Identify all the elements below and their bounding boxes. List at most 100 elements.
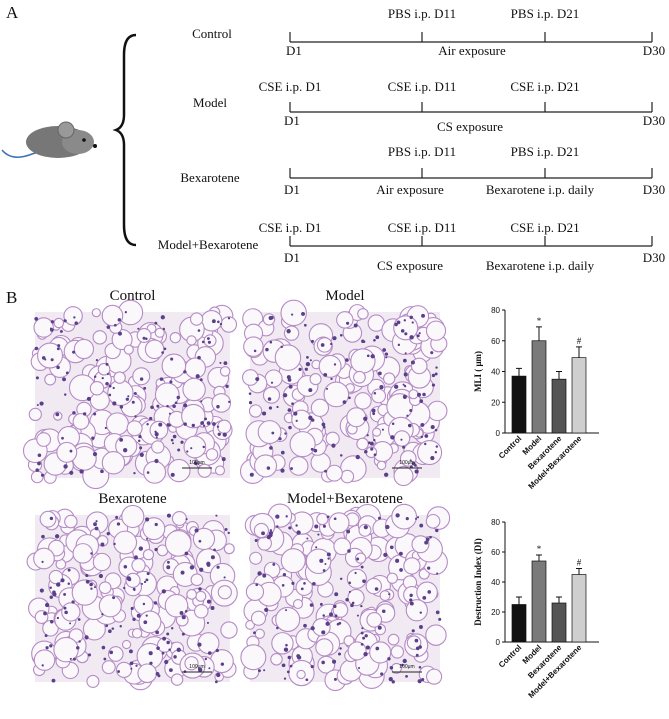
nucleus — [289, 664, 293, 668]
bar — [571, 357, 587, 434]
alveolus — [240, 644, 267, 671]
nucleus — [217, 432, 221, 436]
nucleus — [422, 392, 426, 397]
nucleus — [311, 418, 315, 422]
nucleus — [207, 651, 212, 655]
nucleus — [339, 577, 343, 581]
nucleus — [133, 391, 137, 395]
y-tick-label: 40 — [491, 578, 500, 587]
nucleus — [145, 614, 148, 617]
nucleus — [306, 537, 309, 540]
alveolus — [161, 353, 187, 379]
nucleus — [172, 434, 177, 439]
y-tick-label: 0 — [496, 429, 501, 438]
alveolus — [89, 380, 105, 396]
alveolus — [253, 522, 269, 539]
nucleus — [227, 317, 231, 320]
scale-bar-label: 100μm — [399, 664, 414, 670]
nucleus — [434, 428, 438, 432]
nucleus — [264, 607, 269, 612]
alveolus — [410, 357, 428, 375]
nucleus — [291, 402, 294, 406]
nucleus — [34, 317, 39, 321]
alveolus — [325, 431, 340, 446]
alveolus — [53, 636, 79, 663]
nucleus — [130, 667, 133, 670]
nucleus — [159, 377, 164, 381]
alveolus — [30, 470, 44, 484]
nucleus — [119, 625, 122, 628]
nucleus — [223, 576, 226, 579]
alveolus — [358, 523, 372, 537]
nucleus — [173, 655, 177, 659]
alveolus — [105, 412, 129, 436]
nucleus — [216, 672, 221, 678]
nucleus — [276, 405, 279, 409]
nucleus — [216, 425, 220, 428]
nucleus — [113, 542, 116, 546]
nucleus — [44, 634, 48, 638]
nucleus — [377, 516, 381, 520]
image-title: Model — [325, 288, 364, 304]
nucleus — [370, 354, 375, 359]
alveolus — [249, 551, 263, 565]
nucleus — [346, 529, 351, 534]
nucleus — [409, 315, 413, 320]
nucleus — [418, 625, 423, 629]
nucleus — [161, 651, 165, 655]
nucleus — [321, 422, 326, 427]
alveolus — [425, 624, 447, 646]
exposure: CS exposure — [437, 119, 503, 134]
nucleus — [404, 332, 408, 336]
nucleus — [183, 370, 187, 374]
nucleus — [116, 522, 121, 526]
nucleus — [330, 342, 333, 346]
alveolus — [149, 420, 169, 440]
alveolus — [296, 669, 306, 680]
nucleus — [139, 452, 144, 457]
nucleus — [268, 531, 273, 536]
nucleus — [195, 374, 200, 379]
nucleus — [52, 590, 56, 595]
alveolus — [425, 513, 441, 529]
nucleus — [220, 662, 225, 666]
alveolus — [121, 639, 132, 650]
timeline-row: Model CSE i.p. D1 CSE i.p. D11 CSE i.p. … — [193, 79, 665, 134]
nucleus — [74, 321, 78, 325]
nucleus — [416, 516, 420, 519]
nucleus — [186, 450, 189, 453]
nucleus — [91, 436, 95, 440]
dose: PBS i.p. D11 — [388, 6, 456, 21]
nucleus — [77, 618, 81, 621]
nucleus — [262, 411, 267, 416]
nucleus — [310, 339, 315, 343]
alveolus — [323, 381, 350, 408]
day: D30 — [643, 113, 665, 128]
alveolus — [217, 419, 232, 434]
nucleus — [261, 531, 265, 536]
alveolus — [262, 386, 281, 404]
alveolus — [184, 656, 199, 671]
nucleus — [411, 629, 415, 633]
scale-bar-label: 100μm — [189, 460, 204, 466]
nucleus — [310, 665, 314, 669]
nucleus — [248, 392, 252, 395]
x-tick-label: Control — [497, 643, 523, 669]
nucleus — [354, 571, 357, 575]
alveolus — [416, 581, 438, 604]
alveolus — [393, 315, 419, 341]
bar — [551, 378, 567, 434]
nucleus — [320, 343, 325, 347]
alveolus — [417, 439, 443, 466]
nucleus — [127, 395, 130, 398]
nucleus — [87, 653, 92, 657]
nucleus — [206, 337, 210, 340]
day: D1 — [286, 43, 302, 58]
nucleus — [168, 412, 171, 415]
nucleus — [324, 563, 327, 566]
nucleus — [365, 645, 370, 650]
nucleus — [180, 570, 185, 575]
alveolus — [245, 582, 265, 601]
nucleus — [400, 438, 403, 441]
